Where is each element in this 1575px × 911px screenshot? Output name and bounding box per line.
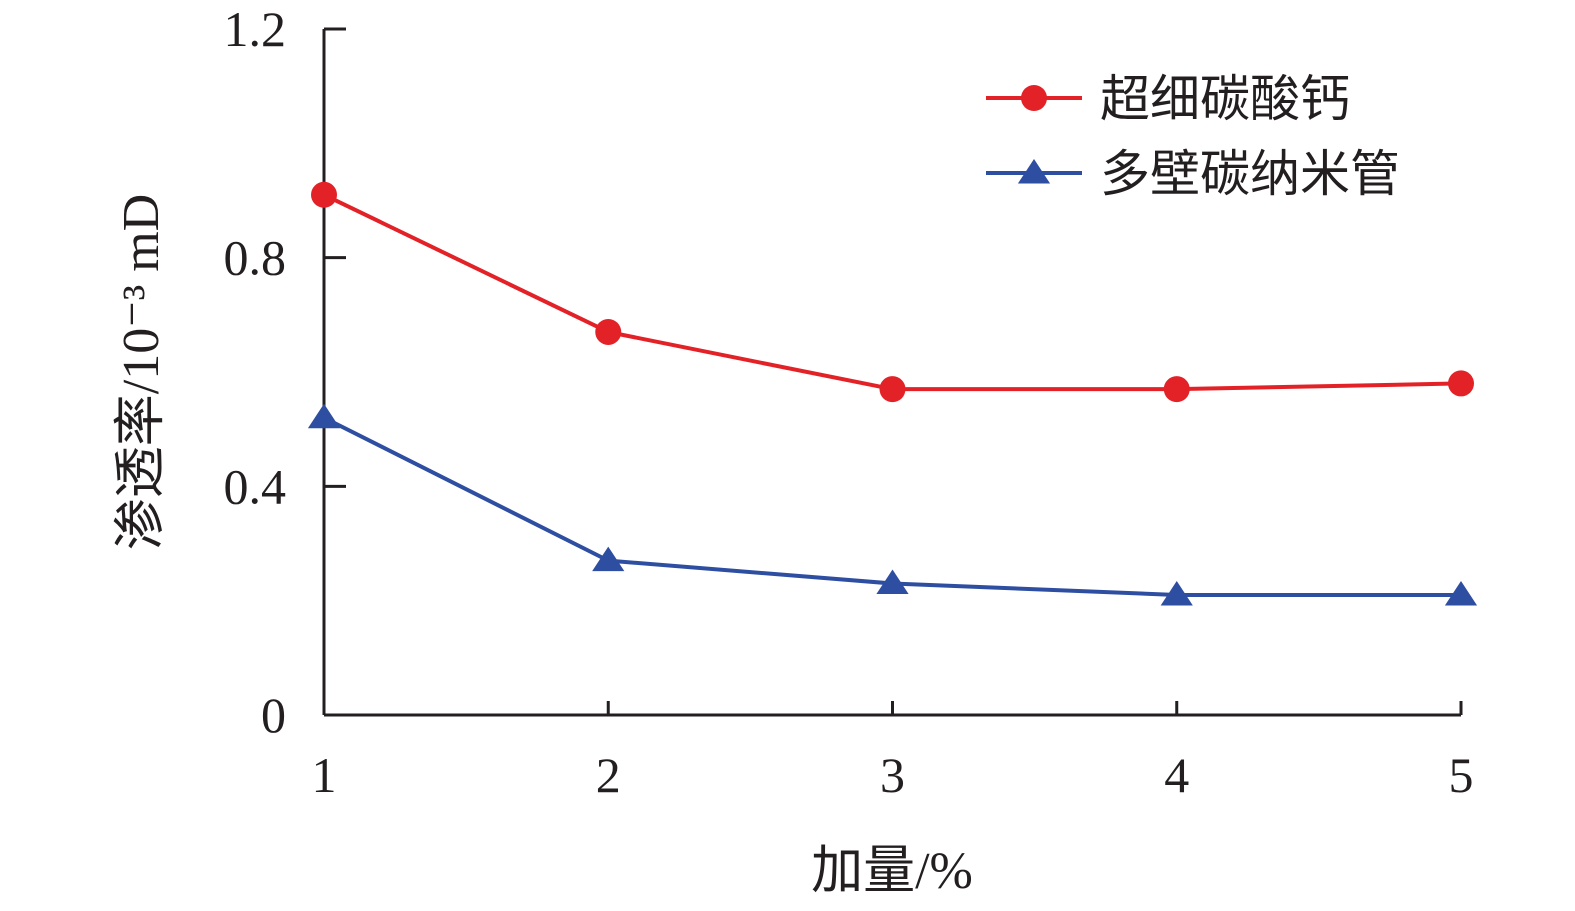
y-axis-title: 渗透率/10⁻³ mD xyxy=(113,194,170,551)
legend-marker-triangle xyxy=(1017,159,1051,184)
data-point-circle xyxy=(1448,370,1474,397)
data-point-triangle xyxy=(307,403,341,429)
series-line xyxy=(323,192,1462,392)
y-tick-label: 1.2 xyxy=(224,1,287,57)
x-tick-label: 1 xyxy=(312,747,337,803)
series-1 xyxy=(311,181,1474,403)
data-point-circle xyxy=(311,181,337,208)
series-2 xyxy=(307,403,1478,606)
y-tick-label: 0 xyxy=(261,687,286,743)
y-tick-label: 0.8 xyxy=(224,230,287,286)
y-tick-label: 0.4 xyxy=(224,458,287,514)
x-tick-label: 5 xyxy=(1449,747,1474,803)
data-point-circle xyxy=(1163,376,1190,403)
x-tick-label: 3 xyxy=(880,747,905,803)
x-tick-label: 2 xyxy=(596,747,621,803)
legend-entry-1: 超细碳酸钙 xyxy=(986,71,1350,127)
data-point-triangle xyxy=(876,569,909,595)
x-axis-title: 加量/% xyxy=(811,843,973,900)
data-point-triangle xyxy=(592,546,625,572)
legend-label: 多壁碳纳米管 xyxy=(1100,146,1400,202)
legend-entry-2: 多壁碳纳米管 xyxy=(986,146,1400,202)
data-point-circle xyxy=(879,376,906,403)
legend-marker-circle xyxy=(1021,85,1047,111)
series-layer xyxy=(307,181,1478,606)
data-point-circle xyxy=(595,318,622,345)
data-point-triangle xyxy=(1444,580,1478,606)
axes: 0 0.4 0.8 1.2 1 2 3 4 5 xyxy=(224,1,1474,803)
legend-label: 超细碳酸钙 xyxy=(1100,71,1350,127)
x-tick-label: 4 xyxy=(1164,747,1189,803)
data-point-triangle xyxy=(1160,580,1193,606)
series-line xyxy=(323,415,1461,597)
